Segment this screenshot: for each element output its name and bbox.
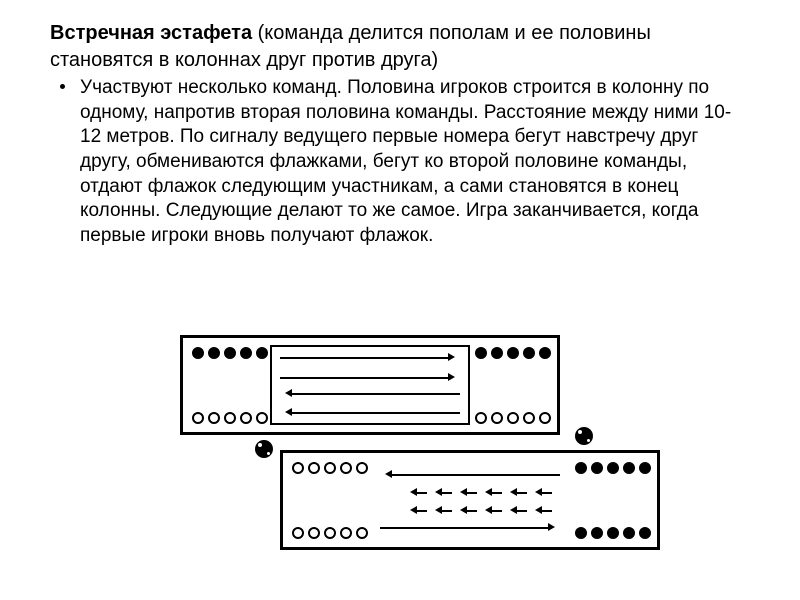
player-icon <box>240 412 252 424</box>
diagram-1 <box>180 335 560 435</box>
player-icon <box>192 412 204 424</box>
arrow-line <box>280 357 450 359</box>
body-content: Участвуют несколько команд. Половина игр… <box>80 77 731 246</box>
player-icon <box>192 347 204 359</box>
player-icon <box>224 412 236 424</box>
arrow-line <box>290 393 460 395</box>
arrow-line <box>515 510 527 512</box>
player-icon <box>523 412 535 424</box>
player-icon <box>475 347 487 359</box>
player-icon <box>639 462 651 474</box>
player-icon <box>292 527 304 539</box>
player-icon <box>224 347 236 359</box>
player-icon <box>523 347 535 359</box>
arrow-line <box>415 510 427 512</box>
player-icon <box>308 462 320 474</box>
player-icon <box>491 412 503 424</box>
outer-box <box>280 450 660 550</box>
player-icon <box>591 527 603 539</box>
arrow-line <box>415 492 427 494</box>
player-icon <box>240 347 252 359</box>
player-icon <box>575 462 587 474</box>
player-icon <box>507 412 519 424</box>
player-icon <box>356 527 368 539</box>
player-icon <box>575 527 587 539</box>
player-icon <box>591 462 603 474</box>
player-icon <box>607 527 619 539</box>
arrow-line <box>515 492 527 494</box>
player-icon <box>639 527 651 539</box>
player-icon <box>623 462 635 474</box>
diagram-2 <box>280 450 660 550</box>
ball-icon <box>255 440 273 458</box>
player-icon <box>539 347 551 359</box>
player-icon <box>292 462 304 474</box>
arrow-line <box>540 492 552 494</box>
arrow-icon <box>548 523 555 531</box>
player-icon <box>340 462 352 474</box>
player-icon <box>340 527 352 539</box>
player-icon <box>623 527 635 539</box>
player-icon <box>607 462 619 474</box>
player-icon <box>256 347 268 359</box>
body-paragraph: Участвуют несколько команд. Половина игр… <box>50 76 750 249</box>
arrow-line <box>390 474 560 476</box>
player-icon <box>539 412 551 424</box>
player-icon <box>356 462 368 474</box>
arrow-line <box>465 492 477 494</box>
player-icon <box>324 527 336 539</box>
arrow-icon <box>448 373 455 381</box>
player-icon <box>475 412 487 424</box>
player-icon <box>208 412 220 424</box>
arrow-line <box>290 412 460 414</box>
arrow-icon <box>385 470 392 478</box>
player-icon <box>324 462 336 474</box>
player-icon <box>308 527 320 539</box>
slide-title: Встречная эстафета (команда делится попо… <box>50 20 750 74</box>
arrow-icon <box>285 408 292 416</box>
arrow-line <box>380 527 550 529</box>
player-icon <box>256 412 268 424</box>
arrow-icon <box>285 389 292 397</box>
arrow-line <box>280 377 450 379</box>
arrow-icon <box>448 353 455 361</box>
arrow-line <box>490 510 502 512</box>
bullet-icon <box>60 84 65 89</box>
arrow-line <box>490 492 502 494</box>
player-icon <box>208 347 220 359</box>
player-icon <box>491 347 503 359</box>
arrow-line <box>465 510 477 512</box>
title-bold: Встречная эстафета <box>50 22 252 44</box>
ball-icon <box>575 427 593 445</box>
arrow-line <box>540 510 552 512</box>
player-icon <box>507 347 519 359</box>
arrow-line <box>440 510 452 512</box>
arrow-line <box>440 492 452 494</box>
